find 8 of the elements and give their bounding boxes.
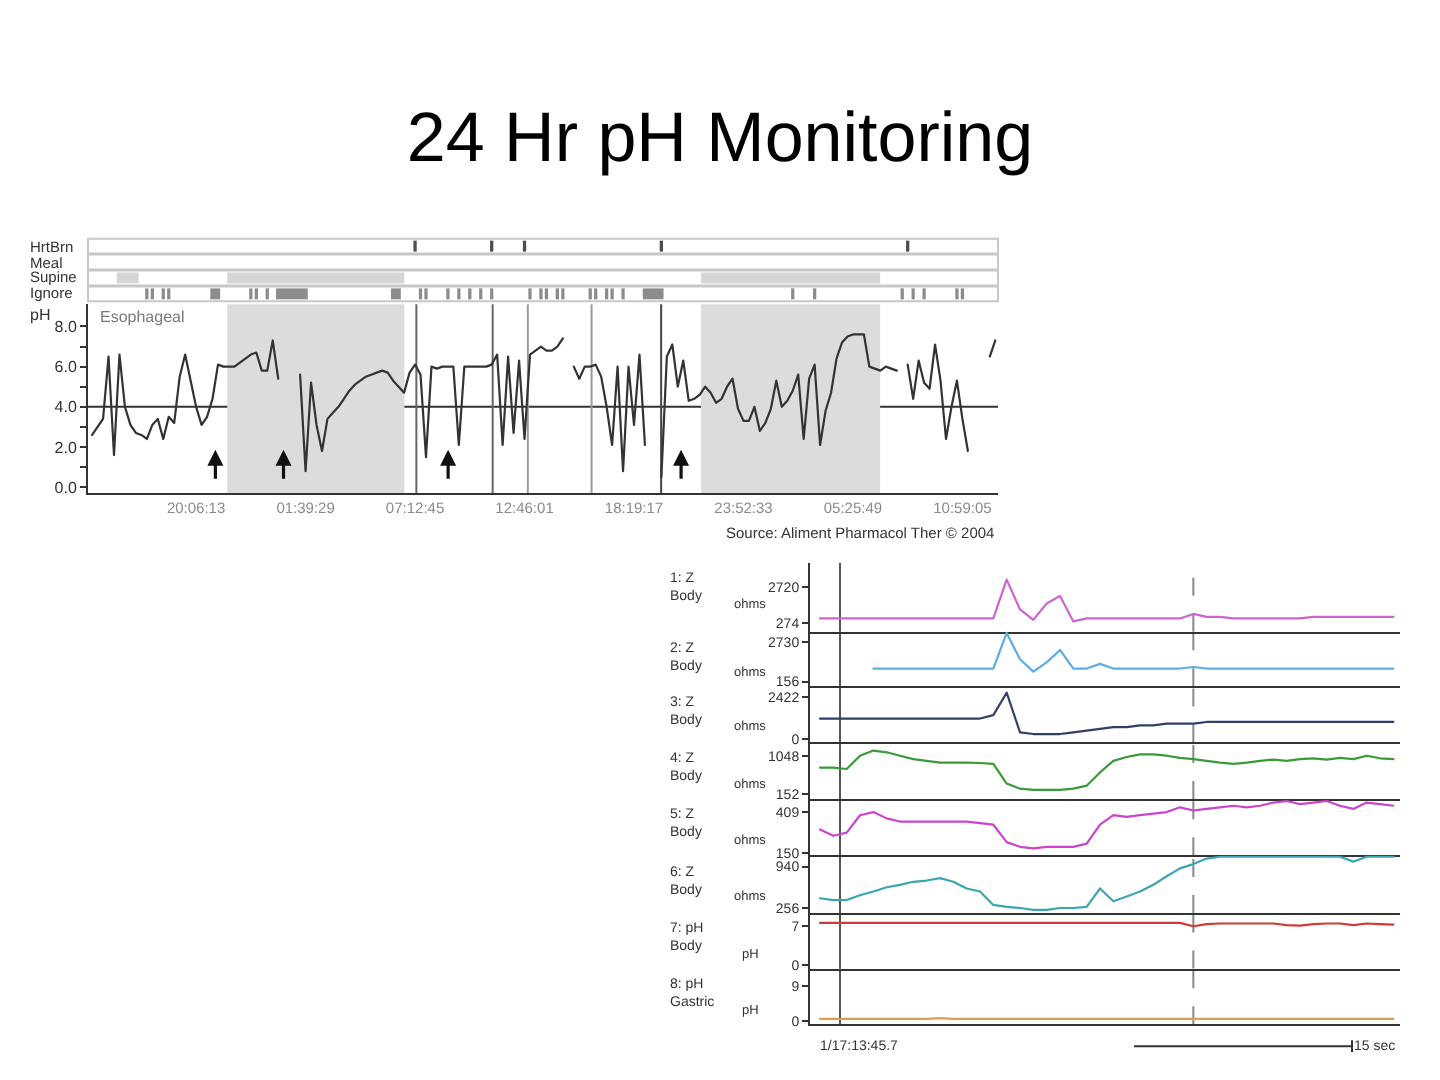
y-tick-label: 0.0 (54, 478, 78, 497)
y-tick-label: 6.0 (54, 358, 78, 377)
y-tick-label: 8.0 (54, 318, 78, 337)
y-axis-title: pH (30, 306, 51, 324)
chart-title: 24 Hr pH Monitoring (406, 98, 1034, 177)
annotation: Esophageal (100, 308, 185, 326)
y-tick-label: 4.0 (54, 398, 78, 417)
y-tick-label: 2.0 (54, 438, 78, 457)
